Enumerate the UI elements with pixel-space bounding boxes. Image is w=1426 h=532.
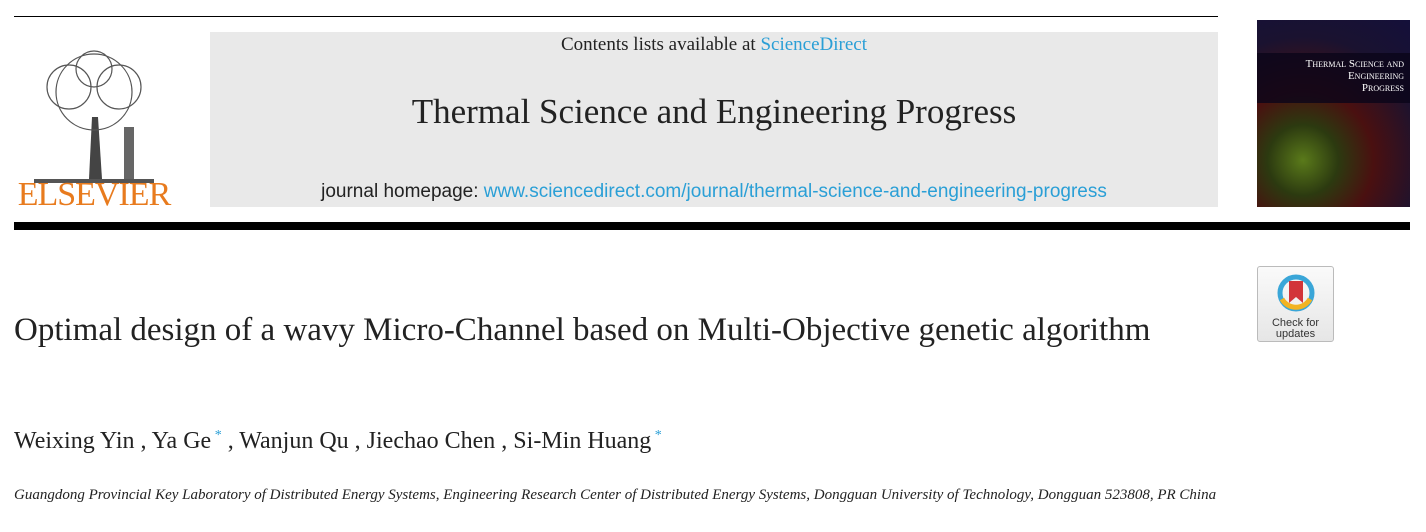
contents-prefix: Contents lists available at (560, 34, 761, 55)
cover-title: Thermal Science and Engineering Progress (1305, 58, 1404, 94)
corresponding-author-mark[interactable]: * (651, 428, 662, 443)
author-list: Weixing Yin , Ya Ge * , Wanjun Qu , Jiec… (14, 428, 662, 454)
header-divider (14, 222, 1410, 230)
author-name[interactable]: Wanjun Qu (239, 428, 349, 454)
journal-header-box (210, 32, 1218, 207)
affiliation: Guangdong Provincial Key Laboratory of D… (14, 487, 1217, 503)
article-title: Optimal design of a wavy Micro-Channel b… (14, 312, 1151, 348)
homepage-line: journal homepage: www.sciencedirect.com/… (210, 181, 1218, 203)
elsevier-tree-logo (34, 50, 154, 183)
top-rule (14, 16, 1218, 17)
contents-line: Contents lists available at ScienceDirec… (210, 34, 1218, 56)
check-updates-label: Check for updates (1271, 317, 1320, 340)
sciencedirect-link[interactable]: ScienceDirect (760, 34, 868, 55)
author-name[interactable]: Weixing Yin (14, 428, 135, 454)
author-name[interactable]: Si-Min Huang (513, 428, 652, 454)
journal-title: Thermal Science and Engineering Progress (411, 92, 1017, 131)
check-for-updates-button[interactable]: Check for updates (1257, 266, 1334, 342)
homepage-link[interactable]: www.sciencedirect.com/journal/thermal-sc… (483, 181, 1107, 202)
publisher-logo-text: ELSEVIER (17, 176, 172, 213)
author-name[interactable]: Jiechao Chen (366, 428, 496, 454)
author-name[interactable]: Ya Ge (151, 428, 212, 454)
corresponding-author-mark[interactable]: * (211, 428, 222, 443)
check-updates-icon (1277, 274, 1314, 312)
homepage-prefix: journal homepage: (321, 181, 484, 202)
journal-cover-image[interactable]: Thermal Science and Engineering Progress (1257, 20, 1410, 207)
